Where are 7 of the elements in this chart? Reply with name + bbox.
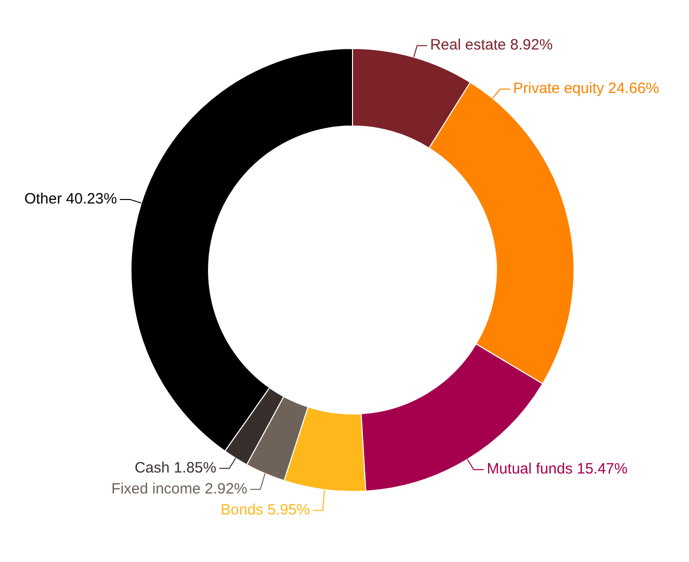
slice-label: Other 40.23% <box>24 190 117 208</box>
slice-label: Fixed income 2.92% <box>111 480 248 498</box>
slice-label: Bonds 5.95% <box>220 502 310 518</box>
slice-label: Mutual funds 15.47% <box>486 460 628 478</box>
slice-label: Cash 1.85% <box>134 460 216 476</box>
slice-label: Real estate 8.92% <box>430 36 553 54</box>
slice-label: Private equity 24.66% <box>513 80 660 98</box>
